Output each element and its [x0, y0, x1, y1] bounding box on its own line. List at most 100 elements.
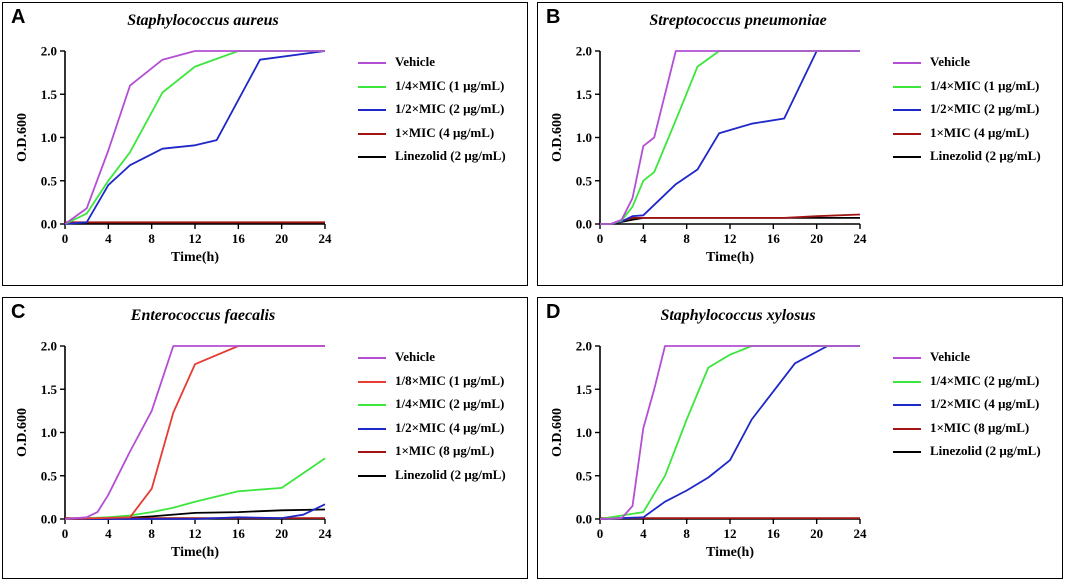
legend-swatch — [358, 404, 386, 406]
series-line-1-8-mic-1-g-ml — [64, 345, 325, 520]
legend-swatch — [893, 132, 921, 135]
series-line-1-4-mic-1-g-ml — [600, 50, 860, 225]
series-line-1-2-mic-2-g-ml — [600, 50, 860, 225]
legend-label: Vehicle — [395, 349, 435, 364]
x-tick-label: 8 — [683, 231, 690, 246]
x-tick-label: 4 — [640, 526, 647, 541]
chart-title: Staphylococcus aureus — [127, 12, 279, 29]
legend-swatch — [893, 156, 921, 158]
legend-item: 1/2×MIC (4 μg/mL) — [358, 420, 523, 444]
chart-panel-c: C Enterococcus faecalis 0 4 8 12 16 20 24 0.0 0.… — [2, 297, 528, 579]
legend-label: 1×MIC (8 μg/mL) — [395, 443, 495, 458]
panel-letter: D — [546, 301, 561, 323]
chart-panel-d: D Staphylococcus xylosus 0 4 8 12 16 20 24 0.0 0… — [537, 297, 1063, 579]
y-tick-label: 0.5 — [576, 468, 593, 483]
x-tick-label: 24 — [319, 231, 333, 246]
legend-item: 1×MIC (8 μg/mL) — [893, 420, 1058, 444]
x-tick-label: 16 — [232, 526, 246, 541]
x-tick-label: 20 — [810, 526, 823, 541]
y-tick-label: 2.0 — [576, 339, 592, 354]
legend-label: Linezolid (2 μg/mL) — [930, 148, 1041, 163]
legend-swatch — [893, 62, 921, 64]
series-line-vehicle — [600, 50, 860, 225]
x-tick-label: 12 — [724, 231, 737, 246]
legend-item: 1×MIC (4 μg/mL) — [893, 125, 1058, 149]
x-tick-label: 4 — [105, 231, 112, 246]
legend-swatch — [358, 109, 386, 111]
y-axis-label: O.D.600 — [550, 408, 565, 457]
legend-item: 1×MIC (8 μg/mL) — [358, 443, 523, 467]
legend-swatch — [893, 427, 921, 430]
x-tick-label: 16 — [767, 231, 781, 246]
chart-title: Staphylococcus xylosus — [660, 307, 816, 324]
plot-area: 0 4 8 12 16 20 24 0.0 0.5 1.0 1.5 2.0 Time(h) O.D.600 — [15, 44, 333, 266]
legend-label: 1×MIC (8 μg/mL) — [930, 419, 1030, 435]
y-tick-label: 1.5 — [41, 382, 58, 397]
y-tick-label: 0.5 — [41, 173, 58, 188]
legend-label: 1/8×MIC (1 μg/mL) — [395, 372, 505, 388]
y-axis-label: O.D.600 — [15, 113, 30, 162]
x-tick-label: 20 — [810, 231, 823, 246]
x-axis-label: Time(h) — [171, 545, 219, 560]
legend-swatch — [893, 85, 921, 88]
legend-label: Vehicle — [395, 54, 435, 69]
x-tick-label: 4 — [640, 231, 647, 246]
series-line-vehicle — [64, 345, 325, 520]
legend-label: 1×MIC (4 μg/mL) — [395, 124, 495, 140]
legend-item: Vehicle — [893, 349, 1058, 373]
legend-swatch — [358, 85, 386, 88]
y-tick-label: 0.0 — [41, 512, 57, 527]
legend-swatch — [358, 156, 386, 158]
series-line-vehicle — [599, 345, 860, 520]
x-tick-label: 8 — [148, 231, 155, 246]
x-tick-label: 0 — [62, 526, 69, 541]
legend: Vehicle 1/8×MIC (1 μg/mL) 1/4×MIC (2 μg/mL… — [358, 349, 523, 490]
plot-area: 0 4 8 12 16 20 24 0.0 0.5 1.0 1.5 2.0 Time(h) O.D.600 — [15, 339, 332, 561]
legend-swatch — [358, 132, 386, 135]
legend-item: 1/4×MIC (1 μg/mL) — [358, 78, 523, 102]
series-line-1-4-mic-2-g-ml — [64, 457, 326, 520]
legend-item: Vehicle — [358, 54, 523, 78]
chart-title: Enterococcus faecalis — [130, 307, 276, 324]
series-line-1-2-mic-4-g-ml — [65, 503, 326, 520]
y-tick-label: 1.5 — [576, 87, 593, 102]
y-tick-label: 1.5 — [41, 87, 58, 102]
x-tick-label: 0 — [62, 231, 69, 246]
legend-label: Linezolid (2 μg/mL) — [395, 148, 506, 163]
plot-area: 0 4 8 12 16 20 24 0.0 0.5 1.0 1.5 2.0 Time(h) O.D.600 — [550, 44, 867, 266]
x-tick-label: 12 — [189, 231, 202, 246]
legend-swatch — [358, 451, 386, 453]
legend-swatch — [358, 380, 386, 383]
series-line-vehicle — [64, 50, 325, 225]
y-tick-label: 0.0 — [576, 512, 592, 527]
legend: Vehicle 1/4×MIC (2 μg/mL) 1/2×MIC (4 μg/mL… — [893, 349, 1058, 467]
x-tick-label: 0 — [597, 231, 604, 246]
legend-label: Linezolid (2 μg/mL) — [930, 443, 1041, 458]
y-tick-label: 0.0 — [576, 217, 592, 232]
legend-label: 1/2×MIC (4 μg/mL) — [930, 396, 1040, 411]
legend-label: 1/4×MIC (1 μg/mL) — [395, 77, 505, 93]
y-tick-label: 1.0 — [41, 130, 57, 145]
y-tick-label: 2.0 — [41, 339, 57, 354]
legend-swatch — [358, 62, 386, 64]
series-line-1-2-mic-2-g-ml — [64, 50, 326, 225]
legend-item: 1/4×MIC (1 μg/mL) — [893, 78, 1058, 102]
x-tick-label: 20 — [275, 231, 288, 246]
x-axis-label: Time(h) — [171, 250, 219, 265]
legend-swatch — [358, 357, 386, 359]
legend-label: 1/2×MIC (2 μg/mL) — [395, 101, 505, 116]
legend-item: 1/2×MIC (2 μg/mL) — [358, 101, 523, 125]
x-tick-label: 8 — [148, 526, 155, 541]
y-tick-label: 0.5 — [41, 468, 58, 483]
legend-item: Linezolid (2 μg/mL) — [893, 148, 1058, 172]
y-tick-label: 0.5 — [576, 173, 593, 188]
plot-area: 0 4 8 12 16 20 24 0.0 0.5 1.0 1.5 2.0 Time(h) O.D.600 — [550, 339, 867, 561]
y-tick-label: 1.0 — [576, 130, 592, 145]
x-tick-label: 8 — [683, 526, 690, 541]
legend-swatch — [893, 451, 921, 453]
legend-label: 1/4×MIC (1 μg/mL) — [930, 77, 1040, 93]
legend-swatch — [358, 474, 386, 477]
chart-panel-b: B Streptococcus pneumoniae 0 4 8 12 16 20 24 0.… — [537, 2, 1063, 286]
legend-item: 1/4×MIC (2 μg/mL) — [358, 396, 523, 420]
legend: Vehicle 1/4×MIC (1 μg/mL) 1/2×MIC (2 μg/mL… — [358, 54, 523, 172]
